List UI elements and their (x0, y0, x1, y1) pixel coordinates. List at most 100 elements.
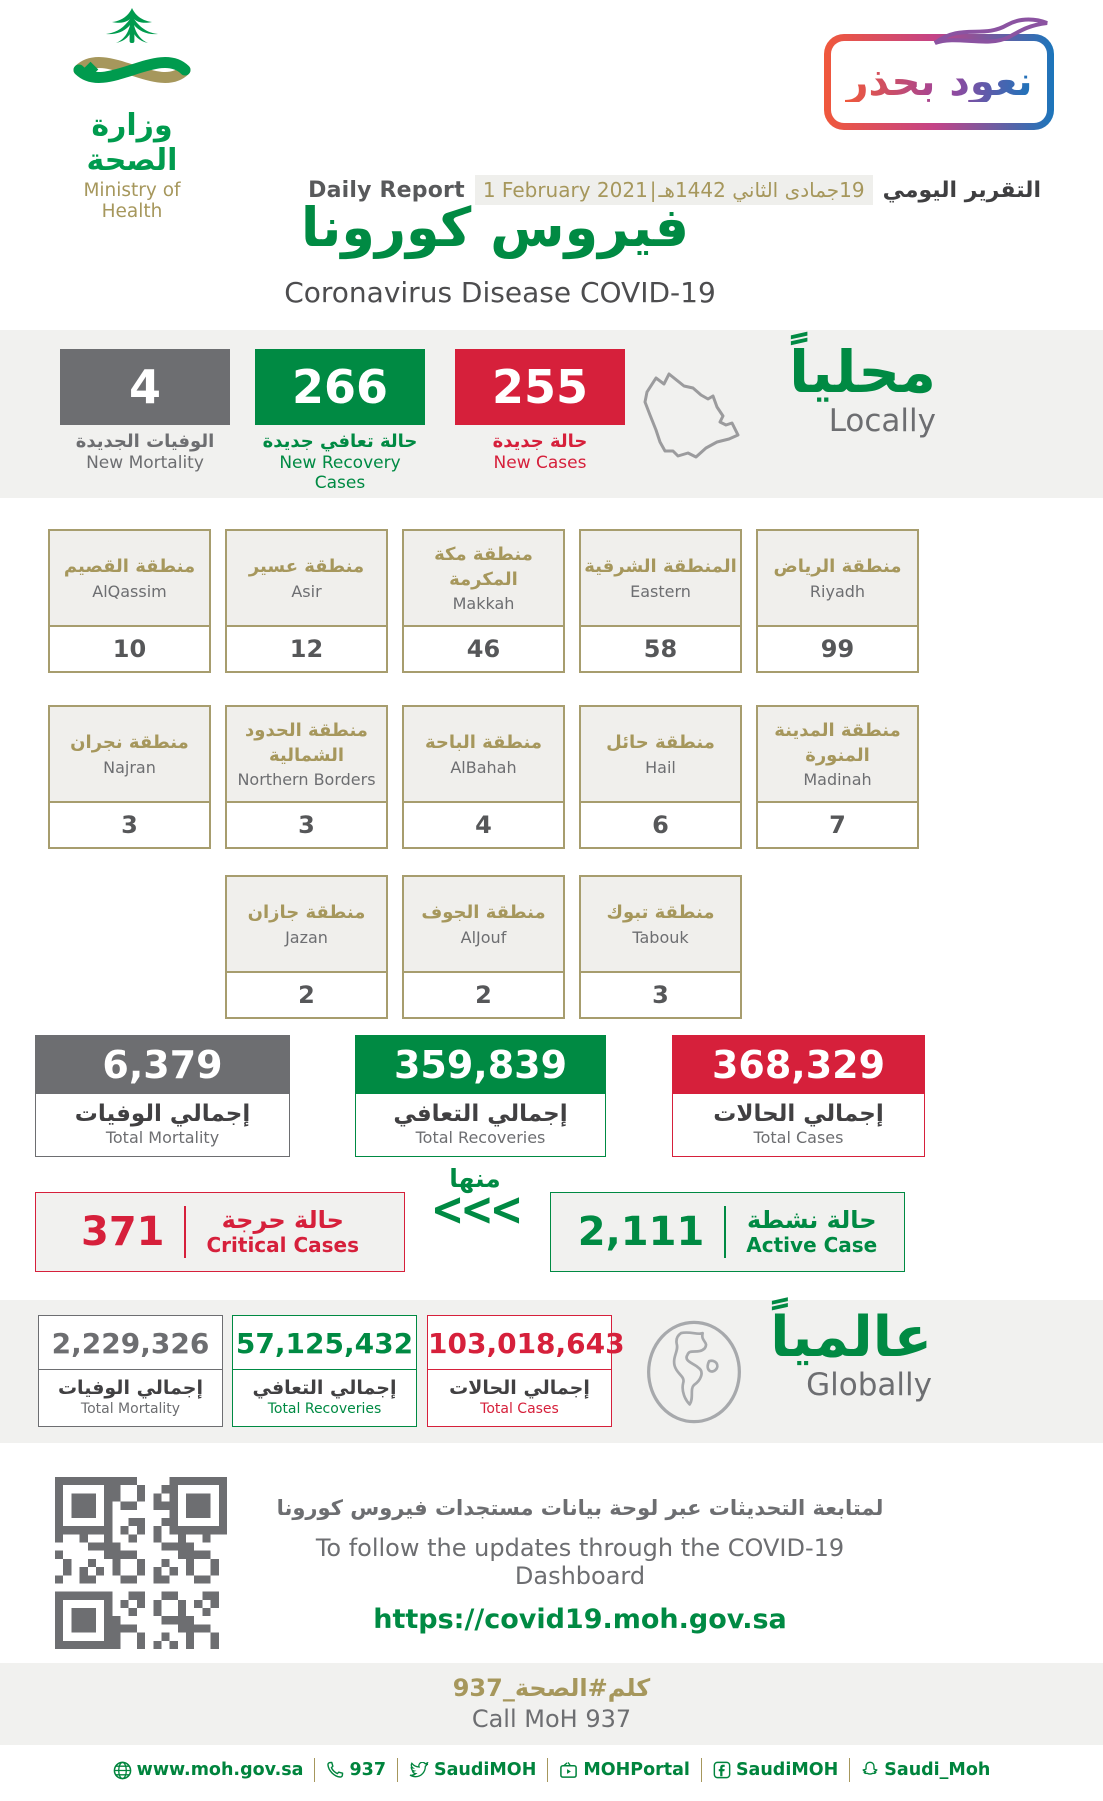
footer-link-snapchat[interactable]: Saudi_Moh (861, 1760, 990, 1780)
region-row-1: منطقة القصيم AlQassim 10 منطقة عسير Asir 1… (48, 529, 919, 673)
active-cases-value: 2,111 (577, 1209, 705, 1255)
region-name-en: Madinah (803, 769, 872, 789)
region-name-ar: منطقة المدينة المنورة (774, 720, 901, 766)
call-moh-label-en: Call MoH 937 (471, 1705, 632, 1733)
region-makkah: منطقة مكة المكرمة Makkah 46 (402, 529, 565, 673)
footer-separator (314, 1758, 316, 1782)
region-name-en: Asir (291, 581, 322, 601)
region-value: 58 (643, 635, 678, 663)
footer-link-twitter[interactable]: SaudiMOH (409, 1760, 536, 1780)
region-name-en: Makkah (452, 593, 515, 613)
region-riyadh: منطقة الرياض Riyadh 99 (756, 529, 919, 673)
region-value: 7 (829, 811, 846, 839)
new-recoveries-stat: 266 حالة تعافي جديدة New Recovery Cases (255, 349, 425, 493)
total-cases-label-ar: إجمالي الحالات (713, 1101, 884, 1127)
divider (184, 1206, 187, 1258)
active-cases-label-en: Active Case (746, 1233, 878, 1258)
region-row-3: منطقة جازان Jazan 2 منطقة الجوف AlJouf 2 م… (225, 875, 742, 1019)
region-name-en: Tabouk (632, 927, 689, 947)
region-name-en: AlJouf (460, 927, 507, 947)
global-mortality-label-ar: إجمالي الوفيات (57, 1377, 204, 1399)
region-value: 12 (289, 635, 324, 663)
footer-separator (397, 1758, 398, 1782)
new-recoveries-value: 266 (255, 349, 425, 425)
moh-logo-mark (73, 8, 191, 83)
region-aljouf: منطقة الجوف AlJouf 2 (402, 875, 565, 1019)
region-name-ar: منطقة جازان (247, 902, 366, 924)
region-name-ar: منطقة الجوف (421, 902, 546, 924)
region-asir: منطقة عسير Asir 12 (225, 529, 388, 673)
region-hail: منطقة حائل Hail 6 (579, 705, 742, 849)
region-name-ar: منطقة حائل (606, 732, 715, 754)
globally-heading-ar: عالمياً (770, 1305, 932, 1370)
region-alqassim: منطقة القصيم AlQassim 10 (48, 529, 211, 673)
footer-separator (547, 1758, 549, 1782)
total-mortality-label-ar: إجمالي الوفيات (74, 1101, 251, 1127)
footer-separator (700, 1758, 702, 1782)
region-value: 3 (652, 981, 669, 1009)
youtube-icon (560, 1761, 578, 1778)
footer-link-label: MOHPortal (583, 1760, 690, 1780)
region-name-ar: منطقة الحدود الشمالية (245, 720, 368, 766)
region-name-ar: منطقة الرياض (773, 556, 902, 578)
global-cases-value: 103,018,643 (428, 1327, 625, 1360)
total-cases-value: 368,329 (673, 1036, 924, 1094)
new-cases-label-ar: حالة جديدة (492, 431, 588, 452)
region-value: 6 (652, 811, 669, 839)
palm-tree-icon (106, 8, 158, 43)
saudi-map-icon (643, 372, 740, 459)
locally-heading-ar: محلياً (789, 338, 936, 406)
snapchat-icon (862, 1761, 878, 1775)
global-cases-label-ar: إجمالي الحالات (449, 1377, 590, 1399)
total-cases-box: 368,329 إجمالي الحالات Total Cases (672, 1035, 925, 1157)
region-name-ar: المنطقة الشرقية (584, 556, 737, 578)
critical-cases-label-ar: حالة حرجة (221, 1205, 344, 1234)
global-recoveries-label-en: Total Recoveries (267, 1401, 382, 1417)
total-recoveries-label-en: Total Recoveries (415, 1128, 546, 1147)
total-mortality-label-en: Total Mortality (105, 1128, 220, 1147)
region-name-en: Northern Borders (237, 769, 376, 789)
locally-heading: محلياً Locally (740, 336, 936, 439)
region-madinah: منطقة المدينة المنورة Madinah 7 (756, 705, 919, 849)
region-row-2: منطقة نجران Najran 3 منطقة الحدود الشمالي… (48, 705, 919, 849)
new-mortality-value: 4 (60, 349, 230, 425)
twitter-icon (409, 1761, 429, 1777)
footer-link-phone[interactable]: 937 (326, 1760, 386, 1780)
report-date-hijri: 19جمادى الثاني 1442هـ (658, 178, 865, 202)
globally-section: 2,229,326 إجمالي الوفيات Total Mortality… (0, 1300, 1103, 1443)
footer-link-youtube[interactable]: MOHPortal (559, 1760, 690, 1780)
global-mortality-label-en: Total Mortality (80, 1401, 181, 1417)
footer-link-label: SaudiMOH (434, 1760, 537, 1780)
footer-social-bar: www.moh.gov.sa 937 SaudiMOH MOHPortal Sa… (0, 1758, 1103, 1782)
global-cases-box: 103,018,643 إجمالي الحالات Total Cases (427, 1315, 625, 1427)
footer-link-website[interactable]: www.moh.gov.sa (113, 1760, 303, 1780)
critical-cases-value: 371 (80, 1209, 165, 1255)
report-date-gregorian: 1 February 2021 (482, 178, 648, 202)
divider (724, 1206, 727, 1258)
dashboard-line-ar: لمتابعة التحديثات عبر لوحة بيانات مستجدا… (276, 1496, 884, 1520)
date-separator: | (649, 178, 657, 202)
region-name-ar: منطقة تبوك (606, 902, 715, 924)
divider (428, 1369, 611, 1370)
dashboard-info: لمتابعة التحديثات عبر لوحة بيانات مستجدا… (250, 1496, 910, 1635)
call-moh-section: كلم#الصحة_937 Call MoH 937 (0, 1663, 1103, 1745)
locally-section: 4 الوفيات الجديدة New Mortality 266 حالة… (0, 330, 1103, 498)
new-recoveries-label-ar: حالة تعافي جديدة (262, 431, 418, 452)
total-mortality-box: 6,379 إجمالي الوفيات Total Mortality (35, 1035, 290, 1157)
moh-logo: وزارة الصحة Ministry of Health (52, 6, 212, 222)
region-value: 2 (475, 981, 492, 1009)
region-jazan: منطقة جازان Jazan 2 (225, 875, 388, 1019)
chevrons-left-icon: <<< (430, 1183, 524, 1237)
dashboard-url-link[interactable]: https://covid19.moh.gov.sa (373, 1604, 787, 1635)
region-value: 2 (298, 981, 315, 1009)
region-name-en: AlBahah (450, 757, 517, 777)
facebook-icon (713, 1761, 731, 1779)
page-title-arabic: فيروس كورونا (300, 196, 690, 259)
region-value: 3 (298, 811, 315, 839)
footer-link-facebook[interactable]: SaudiMOH (713, 1760, 838, 1780)
region-value: 3 (121, 811, 138, 839)
daily-report-label-ar: التقرير اليومي (882, 177, 1041, 203)
total-recoveries-box: 359,839 إجمالي التعافي Total Recoveries (355, 1035, 606, 1157)
footer-link-label: 937 (349, 1760, 386, 1780)
